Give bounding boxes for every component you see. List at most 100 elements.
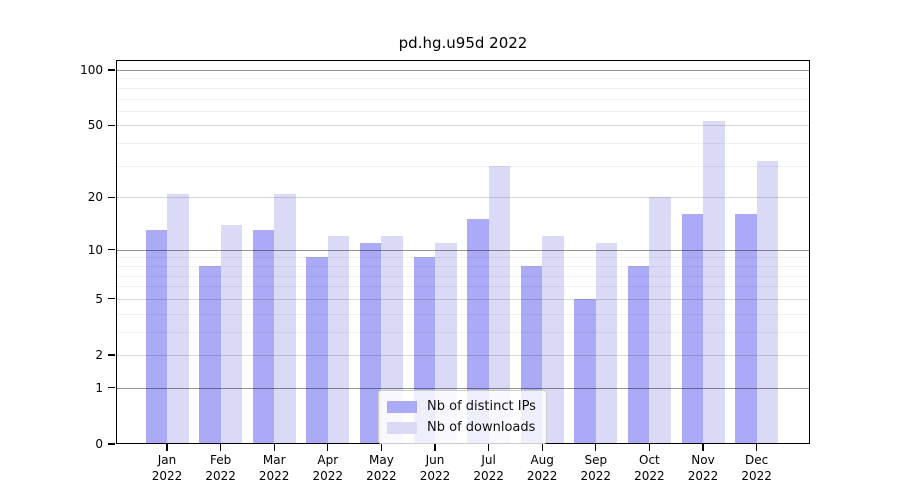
gridline-60 bbox=[116, 110, 810, 112]
legend-swatch-downloads bbox=[387, 421, 417, 434]
gridline-1 bbox=[116, 387, 810, 389]
gridline-9 bbox=[116, 257, 810, 259]
x-tick-label-jun: Jun 2022 bbox=[400, 452, 470, 484]
gridline-3 bbox=[116, 331, 810, 333]
x-tick-month: Feb bbox=[209, 453, 232, 467]
bar-distinct-ips-nov bbox=[681, 214, 703, 444]
gridline-100 bbox=[116, 70, 810, 71]
x-tick-mark bbox=[755, 444, 758, 451]
plot-area: 0 1 2 5 10 20 50 100 Jan 2022 Feb 2022 Mar 2022 Apr 202… bbox=[80, 60, 810, 483]
y-tick-mark bbox=[107, 69, 115, 71]
y-tick-mark bbox=[107, 443, 115, 445]
bar-distinct-ips-mar bbox=[252, 230, 275, 444]
x-tick-year: 2022 bbox=[526, 469, 558, 483]
x-tick-year: 2022 bbox=[258, 469, 290, 483]
x-tick-year: 2022 bbox=[151, 469, 183, 483]
bar-distinct-ips-may bbox=[359, 242, 382, 444]
y-tick-mark bbox=[107, 354, 115, 356]
y-tick-label: 0 bbox=[95, 437, 103, 451]
gridline-4 bbox=[116, 313, 810, 315]
x-tick-year: 2022 bbox=[205, 469, 236, 483]
x-tick-month: Oct bbox=[639, 453, 660, 467]
y-tick-mark bbox=[107, 298, 115, 300]
bar-downloads-mar bbox=[274, 193, 296, 444]
gridline-20 bbox=[116, 197, 810, 199]
x-tick-label-jan: Jan 2022 bbox=[132, 452, 202, 484]
x-tick-year: 2022 bbox=[419, 469, 451, 483]
bar-downloads-dec bbox=[756, 160, 779, 444]
y-tick-mark bbox=[107, 196, 115, 198]
bar-distinct-ips-jan bbox=[145, 230, 167, 444]
x-tick-month: Jan bbox=[157, 453, 177, 467]
bar-distinct-ips-jul bbox=[467, 219, 489, 444]
x-tick-year: 2022 bbox=[312, 469, 344, 483]
legend-label-downloads: Nb of downloads bbox=[427, 420, 536, 435]
bar-distinct-ips-dec bbox=[735, 214, 757, 444]
legend-row: Nb of downloads bbox=[387, 417, 536, 438]
x-tick-mark bbox=[219, 444, 222, 451]
x-tick-month: Mar bbox=[262, 453, 286, 467]
x-tick-label-feb: Feb 2022 bbox=[186, 452, 256, 484]
y-tick-mark bbox=[107, 249, 115, 251]
gridline-8 bbox=[116, 265, 810, 267]
x-tick-month: May bbox=[368, 453, 394, 467]
gridline-40 bbox=[116, 143, 810, 145]
y-tick-label: 5 bbox=[95, 291, 103, 306]
y-tick-label: 2 bbox=[95, 348, 103, 362]
x-tick-mark bbox=[595, 444, 597, 451]
x-tick-mark bbox=[327, 444, 329, 451]
gridline-10 bbox=[116, 249, 810, 251]
x-tick-month: Jun bbox=[425, 453, 445, 467]
gridline-7 bbox=[116, 275, 810, 277]
x-tick-month: Sep bbox=[584, 453, 608, 467]
gridline-90 bbox=[116, 78, 810, 80]
chart-title: pd.hg.u95d 2022 bbox=[398, 34, 528, 52]
x-tick-mark bbox=[702, 444, 704, 451]
x-tick-mark bbox=[648, 444, 651, 451]
x-tick-mark bbox=[273, 444, 275, 451]
y-tick-label: 50 bbox=[87, 118, 103, 133]
x-tick-mark bbox=[380, 444, 383, 451]
x-tick-label-may: May 2022 bbox=[346, 452, 416, 484]
legend-row: Nb of distinct IPs bbox=[387, 396, 536, 417]
x-tick-label-dec: Dec 2022 bbox=[722, 452, 792, 484]
bar-downloads-jan bbox=[167, 193, 189, 444]
bar-distinct-ips-apr bbox=[306, 257, 328, 444]
x-tick-month: Aug bbox=[530, 453, 554, 467]
legend: Nb of distinct IPs Nb of downloads bbox=[378, 390, 547, 444]
x-tick-mark bbox=[434, 444, 436, 451]
y-tick-mark bbox=[107, 387, 115, 389]
y-tick-label: 20 bbox=[87, 190, 103, 205]
bar-downloads-jul bbox=[488, 165, 511, 444]
x-tick-year: 2022 bbox=[580, 469, 612, 483]
gridline-5 bbox=[116, 298, 810, 300]
bar-downloads-sep bbox=[595, 242, 618, 444]
x-tick-year: 2022 bbox=[634, 469, 665, 483]
bar-downloads-nov bbox=[703, 120, 725, 444]
x-tick-month: Nov bbox=[691, 453, 715, 467]
y-tick-label: 1 bbox=[95, 380, 103, 395]
x-tick-mark bbox=[166, 444, 168, 451]
gridline-30 bbox=[116, 165, 810, 167]
gridline-50 bbox=[116, 125, 810, 127]
x-tick-label-sep: Sep 2022 bbox=[561, 452, 631, 484]
bar-distinct-ips-oct bbox=[627, 265, 650, 444]
bar-downloads-aug bbox=[542, 236, 564, 444]
bar-downloads-feb bbox=[220, 224, 243, 444]
gridline-2 bbox=[116, 355, 810, 356]
x-tick-month: Dec bbox=[744, 453, 769, 467]
bar-downloads-apr bbox=[327, 236, 350, 444]
y-tick-label: 10 bbox=[87, 242, 103, 257]
gridline-6 bbox=[116, 286, 810, 288]
x-tick-year: 2022 bbox=[741, 469, 772, 483]
x-tick-label-oct: Oct 2022 bbox=[614, 452, 684, 484]
x-tick-year: 2022 bbox=[687, 469, 719, 483]
legend-swatch-distinct-ips bbox=[387, 400, 417, 413]
x-tick-mark bbox=[541, 444, 543, 451]
x-tick-year: 2022 bbox=[473, 469, 504, 483]
x-tick-month: Apr bbox=[317, 453, 339, 467]
bar-downloads-oct bbox=[649, 197, 671, 444]
y-tick-label: 100 bbox=[80, 63, 103, 77]
x-tick-label-nov: Nov 2022 bbox=[668, 452, 738, 484]
gridline-70 bbox=[116, 98, 810, 100]
